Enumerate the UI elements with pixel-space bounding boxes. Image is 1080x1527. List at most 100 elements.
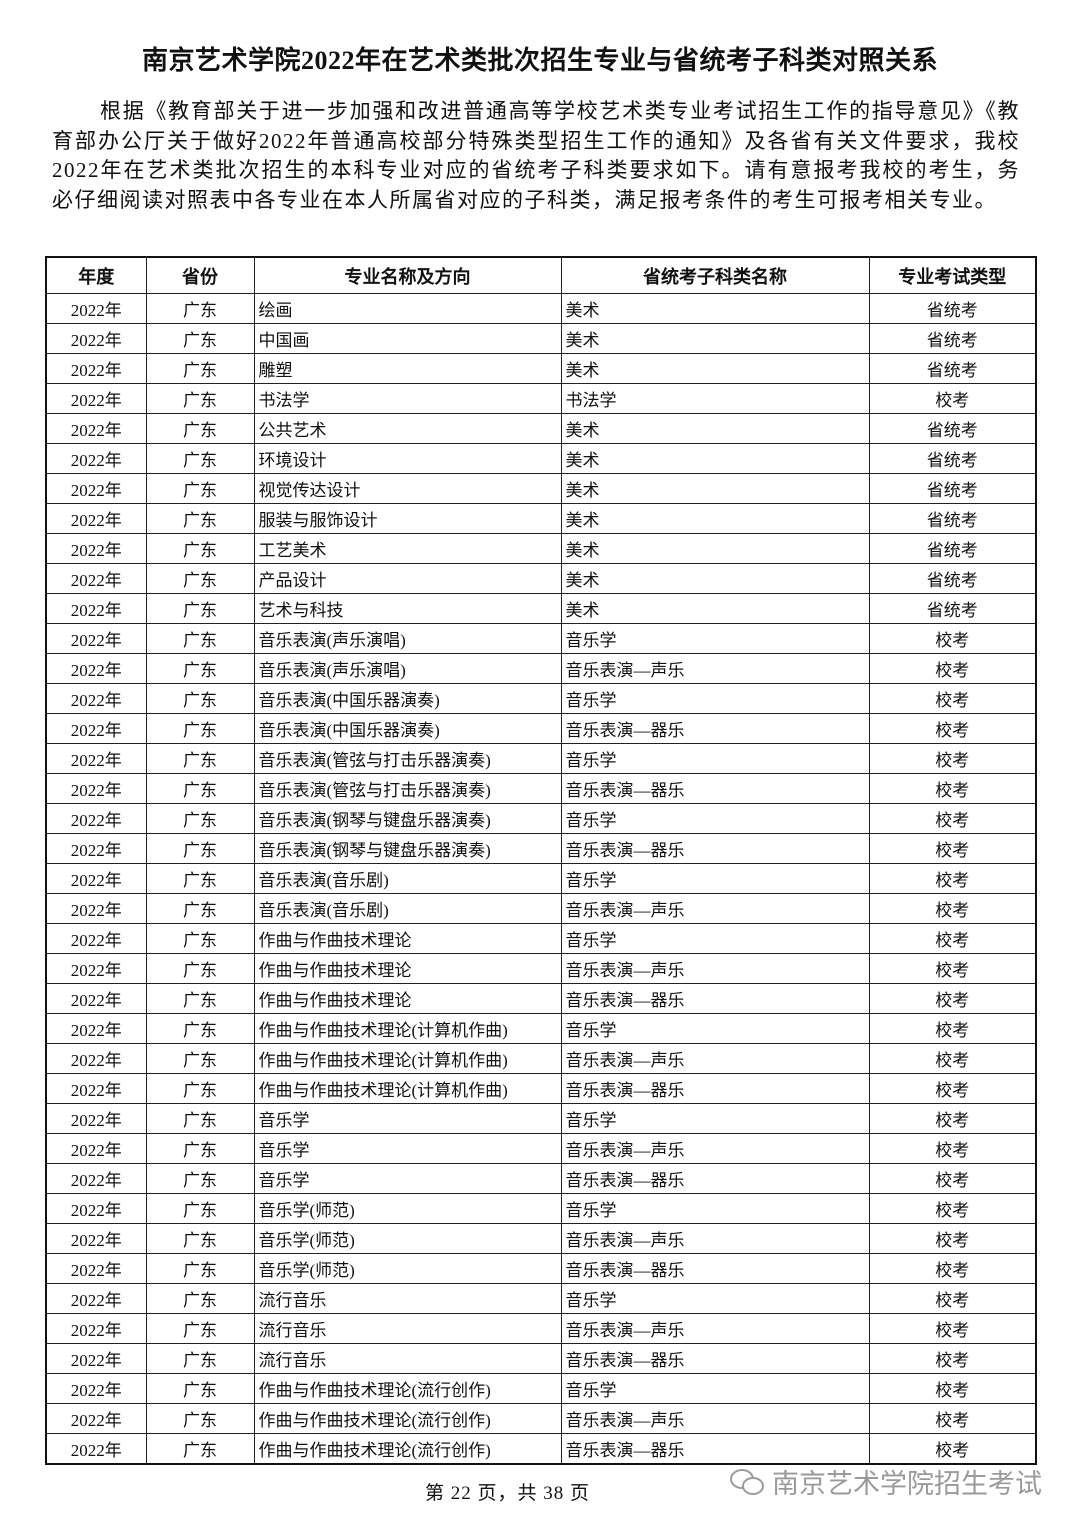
cell-exam-type: 省统考 xyxy=(868,503,1037,534)
cell-exam-type: 省统考 xyxy=(868,473,1037,504)
cell-major: 音乐学 xyxy=(253,1133,562,1164)
table-row: 2022年 广东 音乐学(师范) 音乐表演—器乐 校考 xyxy=(45,1253,1037,1284)
cell-province: 广东 xyxy=(145,743,255,774)
cell-major: 书法学 xyxy=(253,383,562,414)
cell-province: 广东 xyxy=(145,863,255,894)
cell-exam-type: 校考 xyxy=(868,683,1037,714)
cell-year: 2022年 xyxy=(45,893,147,924)
header-year: 年度 xyxy=(45,256,147,294)
cell-major: 作曲与作曲技术理论(计算机作曲) xyxy=(253,1013,562,1044)
cell-subject: 美术 xyxy=(560,533,870,564)
cell-major: 音乐学 xyxy=(253,1103,562,1134)
cell-province: 广东 xyxy=(145,1373,255,1404)
cell-year: 2022年 xyxy=(45,503,147,534)
cell-year: 2022年 xyxy=(45,803,147,834)
wechat-icon xyxy=(730,1468,764,1495)
cell-year: 2022年 xyxy=(45,1163,147,1194)
cell-major: 流行音乐 xyxy=(253,1343,562,1374)
table-row: 2022年 广东 音乐学 音乐学 校考 xyxy=(45,1103,1037,1134)
cell-province: 广东 xyxy=(145,1193,255,1224)
table-row: 2022年 广东 作曲与作曲技术理论(计算机作曲) 音乐学 校考 xyxy=(45,1013,1037,1044)
cell-province: 广东 xyxy=(145,1433,255,1465)
cell-subject: 美术 xyxy=(560,443,870,474)
cell-subject: 音乐学 xyxy=(560,683,870,714)
cell-subject: 音乐表演—声乐 xyxy=(560,893,870,924)
cell-subject: 音乐表演—声乐 xyxy=(560,1043,870,1074)
cell-exam-type: 校考 xyxy=(868,1223,1037,1254)
watermark-text: 南京艺术学院招生考试 xyxy=(772,1469,1042,1499)
cell-subject: 音乐表演—器乐 xyxy=(560,713,870,744)
cell-year: 2022年 xyxy=(45,1313,147,1344)
cell-exam-type: 校考 xyxy=(868,1013,1037,1044)
cell-exam-type: 校考 xyxy=(868,1403,1037,1434)
cell-major: 作曲与作曲技术理论(流行创作) xyxy=(253,1433,562,1465)
cell-exam-type: 校考 xyxy=(868,953,1037,984)
table-row: 2022年 广东 作曲与作曲技术理论 音乐表演—声乐 校考 xyxy=(45,953,1037,984)
cell-major: 音乐学(师范) xyxy=(253,1223,562,1254)
cell-year: 2022年 xyxy=(45,1193,147,1224)
cell-major: 音乐表演(音乐剧) xyxy=(253,893,562,924)
cell-province: 广东 xyxy=(145,383,255,414)
cell-major: 作曲与作曲技术理论 xyxy=(253,983,562,1014)
cell-year: 2022年 xyxy=(45,1403,147,1434)
cell-province: 广东 xyxy=(145,1283,255,1314)
cell-province: 广东 xyxy=(145,893,255,924)
cell-exam-type: 省统考 xyxy=(868,413,1037,444)
cell-province: 广东 xyxy=(145,1313,255,1344)
table-row: 2022年 广东 音乐表演(音乐剧) 音乐学 校考 xyxy=(45,863,1037,894)
cell-subject: 书法学 xyxy=(560,383,870,414)
cell-major: 音乐表演(声乐演唱) xyxy=(253,623,562,654)
table-row: 2022年 广东 公共艺术 美术 省统考 xyxy=(45,413,1037,444)
cell-major: 音乐表演(声乐演唱) xyxy=(253,653,562,684)
cell-subject: 音乐表演—声乐 xyxy=(560,1313,870,1344)
table-row: 2022年 广东 音乐学 音乐表演—声乐 校考 xyxy=(45,1133,1037,1164)
cell-exam-type: 省统考 xyxy=(868,353,1037,384)
cell-subject: 音乐学 xyxy=(560,1283,870,1314)
cell-exam-type: 校考 xyxy=(868,1103,1037,1134)
table-row: 2022年 广东 流行音乐 音乐表演—声乐 校考 xyxy=(45,1313,1037,1344)
cell-year: 2022年 xyxy=(45,473,147,504)
cell-year: 2022年 xyxy=(45,773,147,804)
cell-year: 2022年 xyxy=(45,683,147,714)
cell-year: 2022年 xyxy=(45,383,147,414)
table-row: 2022年 广东 音乐学(师范) 音乐表演—声乐 校考 xyxy=(45,1223,1037,1254)
cell-province: 广东 xyxy=(145,1163,255,1194)
cell-major: 艺术与科技 xyxy=(253,593,562,624)
cell-province: 广东 xyxy=(145,1223,255,1254)
cell-major: 音乐表演(中国乐器演奏) xyxy=(253,683,562,714)
cell-exam-type: 校考 xyxy=(868,983,1037,1014)
cell-year: 2022年 xyxy=(45,743,147,774)
table-body: 2022年 广东 绘画 美术 省统考 2022年 广东 中国画 美术 省统考 2022年 广东 雕塑 美术… xyxy=(45,293,1037,1465)
table-row: 2022年 广东 音乐表演(管弦与打击乐器演奏) 音乐表演—器乐 校考 xyxy=(45,773,1037,804)
cell-subject: 音乐学 xyxy=(560,1193,870,1224)
cell-subject: 美术 xyxy=(560,323,870,354)
cell-year: 2022年 xyxy=(45,653,147,684)
cell-province: 广东 xyxy=(145,533,255,564)
cell-major: 作曲与作曲技术理论 xyxy=(253,923,562,954)
table-row: 2022年 广东 视觉传达设计 美术 省统考 xyxy=(45,473,1037,504)
table-row: 2022年 广东 音乐表演(管弦与打击乐器演奏) 音乐学 校考 xyxy=(45,743,1037,774)
cell-exam-type: 校考 xyxy=(868,773,1037,804)
major-subject-table: 年度 省份 专业名称及方向 省统考子科类名称 专业考试类型 2022年 广东 绘画美… xyxy=(45,256,1037,1465)
cell-subject: 音乐学 xyxy=(560,743,870,774)
cell-province: 广东 xyxy=(145,1403,255,1434)
cell-exam-type: 校考 xyxy=(868,1283,1037,1314)
cell-province: 广东 xyxy=(145,1253,255,1284)
cell-province: 广东 xyxy=(145,443,255,474)
cell-subject: 音乐学 xyxy=(560,923,870,954)
table-row: 2022年 广东 工艺美术 美术 省统考 xyxy=(45,533,1037,564)
cell-major: 音乐表演(钢琴与键盘乐器演奏) xyxy=(253,803,562,834)
cell-exam-type: 省统考 xyxy=(868,593,1037,624)
cell-year: 2022年 xyxy=(45,1253,147,1284)
table-row: 2022年 广东 服装与服饰设计 美术 省统考 xyxy=(45,503,1037,534)
cell-exam-type: 校考 xyxy=(868,653,1037,684)
cell-subject: 美术 xyxy=(560,413,870,444)
cell-major: 作曲与作曲技术理论(计算机作曲) xyxy=(253,1073,562,1104)
cell-exam-type: 校考 xyxy=(868,923,1037,954)
cell-province: 广东 xyxy=(145,683,255,714)
cell-subject: 美术 xyxy=(560,473,870,504)
cell-province: 广东 xyxy=(145,473,255,504)
cell-exam-type: 校考 xyxy=(868,1133,1037,1164)
cell-major: 作曲与作曲技术理论(计算机作曲) xyxy=(253,1043,562,1074)
cell-exam-type: 校考 xyxy=(868,383,1037,414)
